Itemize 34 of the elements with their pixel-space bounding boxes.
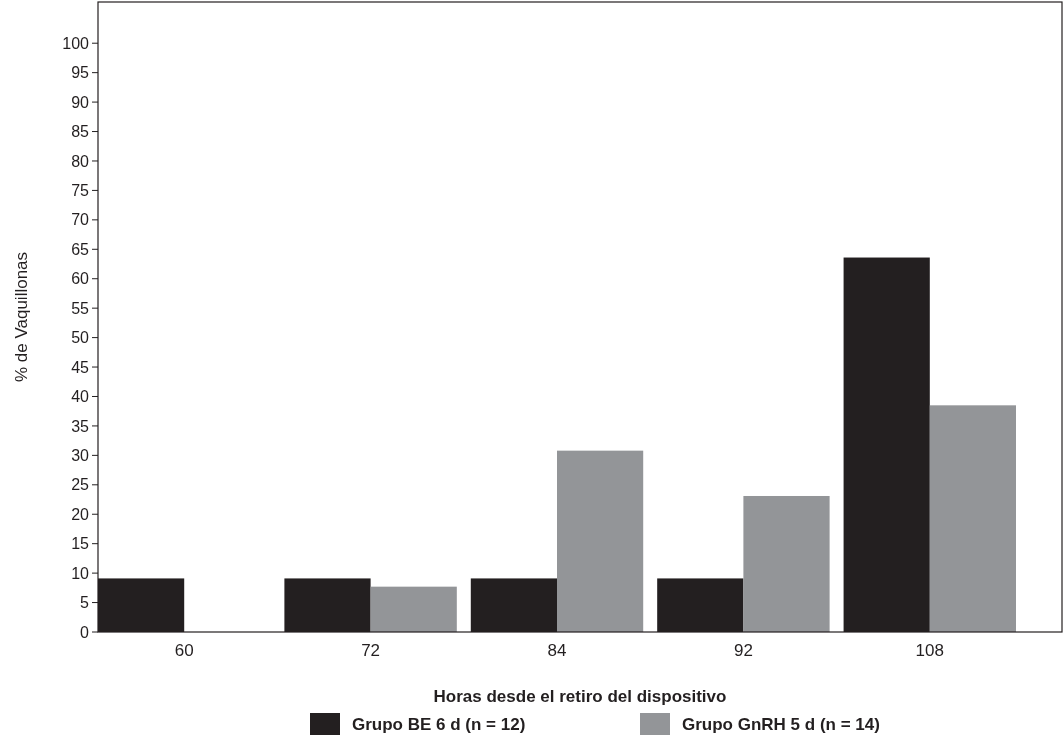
y-tick-label: 45 [71, 358, 90, 376]
y-tick-label: 0 [80, 623, 90, 641]
y-tick-label: 80 [71, 152, 90, 170]
y-tick-label: 50 [71, 329, 90, 347]
y-tick-label: 100 [62, 34, 90, 52]
bar [557, 450, 644, 632]
y-tick-label: 30 [71, 446, 90, 464]
y-axis-title: % de Vaquillonas [12, 251, 31, 383]
x-tick-label: 108 [915, 641, 944, 660]
y-tick-label: 90 [71, 93, 90, 111]
y-tick-label: 85 [71, 123, 90, 141]
x-tick-label: 72 [361, 641, 381, 660]
y-tick-label: 60 [71, 270, 90, 288]
y-tick-label: 40 [71, 388, 90, 406]
y-tick-label: 55 [71, 299, 90, 317]
y-tick-label: 5 [80, 594, 90, 612]
x-tick-label: 92 [733, 641, 753, 660]
y-tick-label: 75 [71, 182, 90, 200]
x-tick-label: 84 [547, 641, 567, 660]
bar [370, 586, 457, 632]
legend-label: Grupo GnRH 5 d (n = 14) [682, 714, 880, 734]
y-tick-label: 10 [71, 564, 90, 582]
y-tick-label: 95 [71, 64, 90, 82]
y-tick-label: 35 [71, 417, 90, 435]
y-tick-label: 25 [71, 476, 90, 494]
y-tick-label: 70 [71, 211, 90, 229]
bar [743, 495, 830, 632]
x-tick-label: 60 [174, 641, 194, 660]
legend-label: Grupo BE 6 d (n = 12) [352, 714, 526, 734]
bar [929, 405, 1016, 632]
y-tick-label: 15 [71, 535, 90, 553]
x-axis-title: Horas desde el retiro del dispositivo [433, 687, 727, 706]
y-tick-label: 65 [71, 240, 90, 258]
y-tick-label: 20 [71, 505, 90, 523]
